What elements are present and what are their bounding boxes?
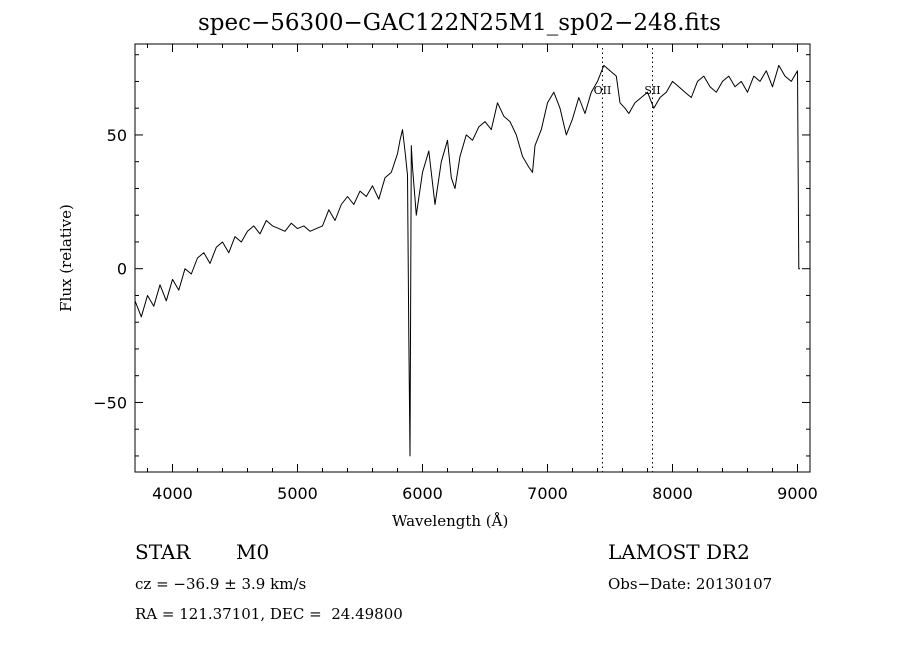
x-tick-label: 6000 [402, 484, 443, 503]
x-tick-label: 5000 [277, 484, 318, 503]
series-layer [134, 64, 800, 457]
chart-title: spec−56300−GAC122N25M1_sp02−248.fits [198, 10, 721, 36]
star-subclass-label: M0 [236, 540, 270, 564]
plot-frame [134, 43, 811, 473]
x-tick-label: 4000 [152, 484, 193, 503]
axis-ticks: 4000 5000 6000 7000 8000 9000 −50 0 50 [93, 44, 818, 503]
y-tick-label: −50 [93, 393, 127, 412]
annotation-layer: OII SII [594, 48, 661, 472]
spectrum-line [134, 64, 800, 457]
emission-line-label: OII [594, 84, 612, 97]
radec-readout: RA = 121.37101, DEC = 24.49800 [135, 605, 403, 623]
x-axis-label: Wavelength (Å) [392, 512, 509, 530]
y-tick-label: 0 [117, 260, 127, 279]
x-tick-label: 9000 [777, 484, 818, 503]
cz-readout: cz = −36.9 ± 3.9 km/s [135, 575, 307, 593]
x-tick-label: 7000 [527, 484, 568, 503]
emission-line-label: SII [644, 84, 660, 97]
y-axis-label: Flux (relative) [57, 204, 75, 312]
obs-date: Obs−Date: 20130107 [608, 575, 773, 593]
y-tick-label: 50 [107, 126, 127, 145]
star-class-label: STAR [135, 540, 191, 564]
survey-label: LAMOST DR2 [608, 540, 750, 564]
x-tick-label: 8000 [652, 484, 693, 503]
